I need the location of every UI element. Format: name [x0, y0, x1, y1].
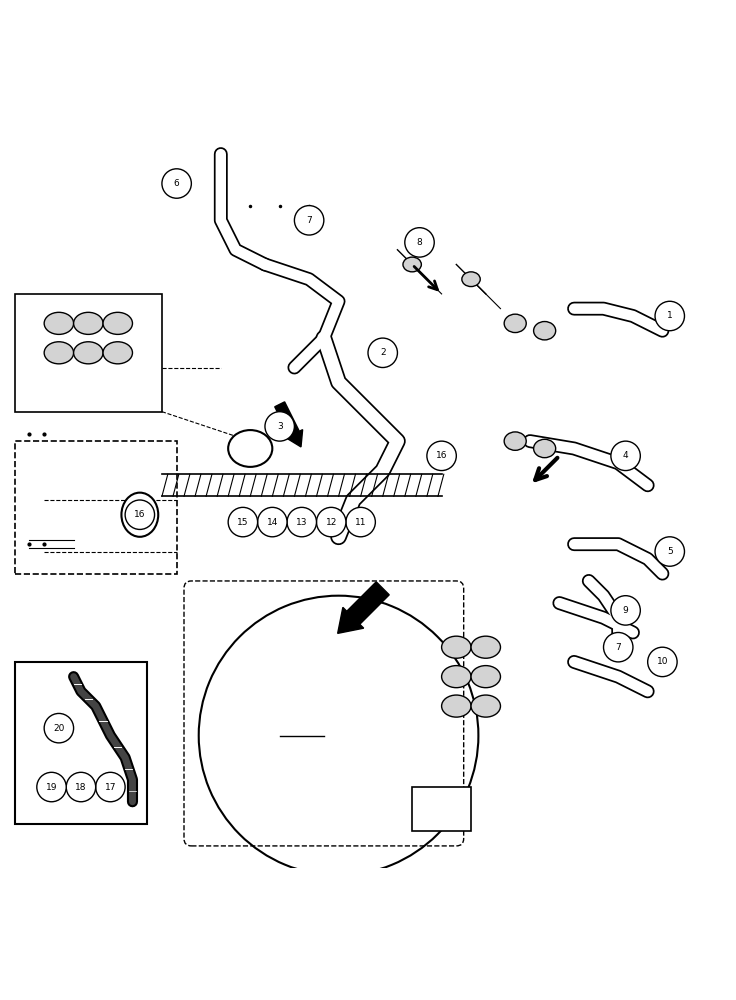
Circle shape	[162, 169, 191, 198]
Ellipse shape	[462, 272, 480, 287]
Circle shape	[316, 507, 346, 537]
Text: 9: 9	[623, 606, 629, 615]
Text: 12: 12	[325, 518, 337, 527]
Text: 14: 14	[266, 518, 278, 527]
Ellipse shape	[504, 314, 526, 333]
Bar	[15, 441, 177, 574]
Bar	[15, 662, 147, 824]
Ellipse shape	[44, 342, 74, 364]
Text: 2: 2	[380, 348, 386, 357]
Circle shape	[44, 713, 74, 743]
Ellipse shape	[74, 342, 103, 364]
Text: 17: 17	[105, 783, 116, 792]
Circle shape	[405, 228, 434, 257]
Circle shape	[294, 206, 324, 235]
Ellipse shape	[103, 312, 132, 334]
Text: 15: 15	[237, 518, 249, 527]
Circle shape	[655, 301, 684, 331]
Text: 19: 19	[46, 783, 57, 792]
Circle shape	[427, 441, 456, 471]
Text: 18: 18	[75, 783, 87, 792]
Ellipse shape	[442, 695, 471, 717]
Text: 1: 1	[667, 312, 673, 320]
Ellipse shape	[121, 493, 158, 537]
Ellipse shape	[504, 432, 526, 450]
Ellipse shape	[103, 342, 132, 364]
Circle shape	[648, 647, 677, 677]
Ellipse shape	[442, 636, 471, 658]
Ellipse shape	[534, 322, 556, 340]
Text: 7: 7	[615, 643, 621, 652]
Circle shape	[346, 507, 375, 537]
Ellipse shape	[403, 257, 421, 272]
Text: 7: 7	[306, 216, 312, 225]
Circle shape	[66, 772, 96, 802]
Text: 3: 3	[277, 422, 283, 431]
Ellipse shape	[44, 312, 74, 334]
Text: 16: 16	[134, 510, 146, 519]
Circle shape	[611, 596, 640, 625]
Text: 6: 6	[174, 179, 180, 188]
Ellipse shape	[442, 666, 471, 688]
Text: 20: 20	[53, 724, 65, 733]
Ellipse shape	[471, 666, 500, 688]
Circle shape	[37, 772, 66, 802]
Text: 13: 13	[296, 518, 308, 527]
Ellipse shape	[74, 312, 103, 334]
Bar	[15, 294, 162, 412]
Ellipse shape	[471, 695, 500, 717]
Text: 5: 5	[667, 547, 673, 556]
FancyArrow shape	[275, 402, 302, 447]
Circle shape	[604, 632, 633, 662]
Circle shape	[265, 412, 294, 441]
Circle shape	[368, 338, 397, 368]
FancyArrow shape	[338, 582, 389, 633]
Text: 4: 4	[623, 451, 629, 460]
Circle shape	[655, 537, 684, 566]
Circle shape	[96, 772, 125, 802]
Circle shape	[258, 507, 287, 537]
Circle shape	[287, 507, 316, 537]
Circle shape	[611, 441, 640, 471]
Text: 16: 16	[436, 451, 447, 460]
Circle shape	[228, 507, 258, 537]
Circle shape	[125, 500, 155, 529]
Text: 10: 10	[657, 657, 668, 666]
Ellipse shape	[534, 439, 556, 458]
Ellipse shape	[471, 636, 500, 658]
Bar	[412, 787, 471, 831]
Text: 8: 8	[417, 238, 422, 247]
Text: 11: 11	[355, 518, 367, 527]
Ellipse shape	[228, 430, 272, 467]
